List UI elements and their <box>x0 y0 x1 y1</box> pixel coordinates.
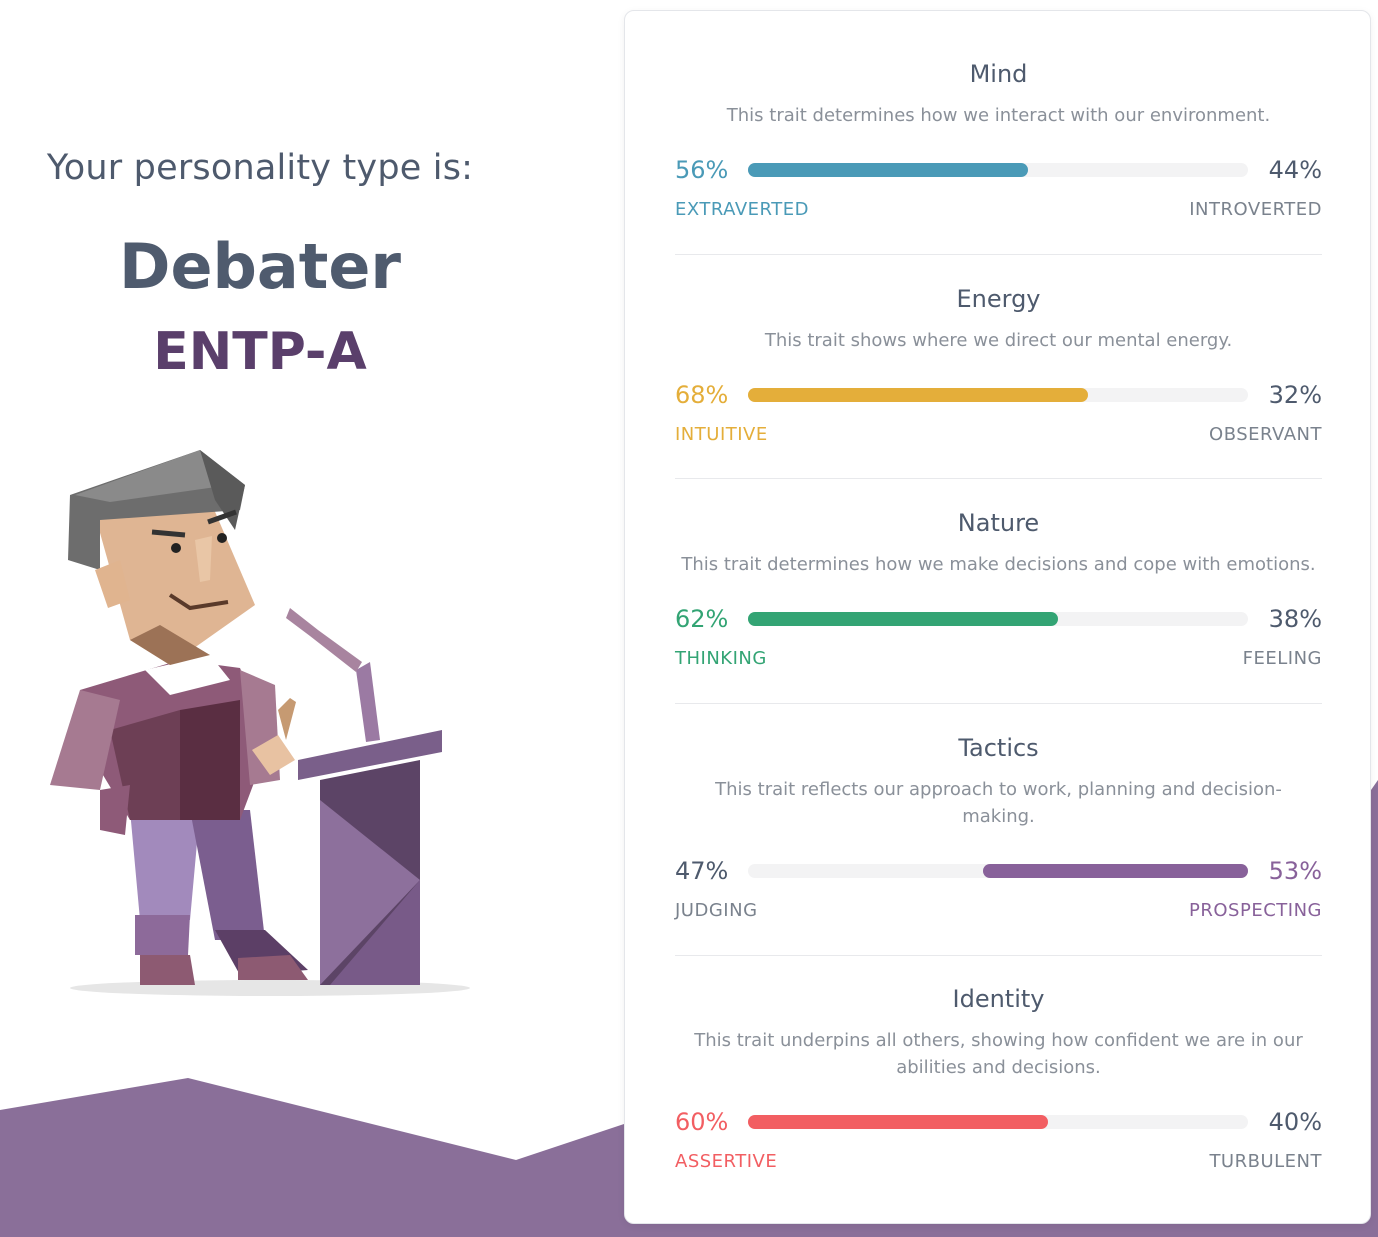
personality-type-name: Debater <box>119 230 401 303</box>
left-percent: 47% <box>675 857 729 885</box>
trait-bar-fill <box>748 388 1088 402</box>
right-label: FEELING <box>1242 648 1322 669</box>
trait-bar-fill <box>748 612 1058 626</box>
trait-description: This trait determines how we make decisi… <box>681 554 1316 575</box>
intro-text: Your personality type is: <box>46 148 474 188</box>
left-label: THINKING <box>675 648 767 669</box>
trait-tactics: Tactics This trait reflects our approach… <box>675 733 1322 924</box>
trait-description: This trait reflects our approach to work… <box>715 779 1282 827</box>
trait-bar-row: 68% 32% <box>675 380 1322 410</box>
right-percent: 38% <box>1268 605 1322 633</box>
trait-title: Identity <box>952 985 1045 1013</box>
divider <box>675 703 1322 704</box>
trait-bar <box>748 388 1248 402</box>
traits-card: Mind This trait determines how we intera… <box>624 10 1371 1224</box>
trait-bar-row: 60% 40% <box>675 1107 1322 1137</box>
trait-labels: ASSERTIVE TURBULENT <box>675 1151 1322 1175</box>
trait-description: This trait determines how we interact wi… <box>726 105 1271 126</box>
left-label: JUDGING <box>675 900 758 921</box>
trait-bar-fill <box>983 864 1248 878</box>
trait-description: This trait shows where we direct our men… <box>764 330 1233 351</box>
right-percent: 44% <box>1268 156 1322 184</box>
right-percent: 53% <box>1268 857 1322 885</box>
trait-labels: THINKING FEELING <box>675 648 1322 672</box>
trait-bar-fill <box>748 163 1028 177</box>
left-label: EXTRAVERTED <box>675 199 809 220</box>
right-label: PROSPECTING <box>1189 900 1322 921</box>
left-label: ASSERTIVE <box>675 1151 778 1172</box>
trait-labels: EXTRAVERTED INTROVERTED <box>675 199 1322 223</box>
trait-bar-row: 56% 44% <box>675 155 1322 185</box>
trait-title: Mind <box>969 60 1028 88</box>
left-percent: 56% <box>675 156 729 184</box>
divider <box>675 478 1322 479</box>
trait-bar-fill <box>748 1115 1048 1129</box>
trait-bar-row: 62% 38% <box>675 604 1322 634</box>
right-percent: 40% <box>1268 1108 1322 1136</box>
trait-title: Energy <box>956 285 1041 313</box>
trait-labels: JUDGING PROSPECTING <box>675 900 1322 924</box>
trait-nature: Nature This trait determines how we make… <box>675 508 1322 672</box>
left-label: INTUITIVE <box>675 424 768 445</box>
trait-bar <box>748 1115 1248 1129</box>
right-label: OBSERVANT <box>1209 424 1322 445</box>
trait-bar <box>748 612 1248 626</box>
result-summary: Your personality type is: Debater ENTP-A <box>0 0 520 1237</box>
trait-labels: INTUITIVE OBSERVANT <box>675 424 1322 448</box>
trait-identity: Identity This trait underpins all others… <box>675 984 1322 1175</box>
trait-bar <box>748 864 1248 878</box>
left-percent: 62% <box>675 605 729 633</box>
right-percent: 32% <box>1268 381 1322 409</box>
divider <box>675 254 1322 255</box>
trait-description: This trait underpins all others, showing… <box>694 1030 1303 1078</box>
right-label: INTROVERTED <box>1189 199 1322 220</box>
trait-title: Nature <box>957 509 1040 537</box>
left-percent: 68% <box>675 381 729 409</box>
trait-bar <box>748 163 1248 177</box>
trait-energy: Energy This trait shows where we direct … <box>675 284 1322 448</box>
left-percent: 60% <box>675 1108 729 1136</box>
trait-bar-row: 47% 53% <box>675 856 1322 886</box>
trait-title: Tactics <box>958 734 1039 762</box>
personality-type-code: ENTP-A <box>153 322 367 382</box>
trait-mind: Mind This trait determines how we intera… <box>675 59 1322 223</box>
debater-illustration <box>50 450 470 996</box>
divider <box>675 955 1322 956</box>
right-label: TURBULENT <box>1209 1151 1322 1172</box>
